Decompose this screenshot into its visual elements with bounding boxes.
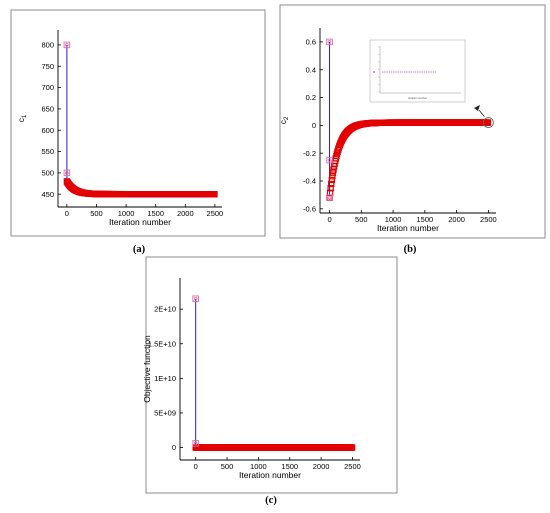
panel-caption: (b) [404, 244, 417, 255]
y-tick-label: 550 [41, 147, 54, 156]
spike-marker [63, 169, 71, 177]
x-axis-label: Iteration number [377, 223, 439, 233]
inset-zoom: Iteration number [369, 39, 466, 103]
x-tick-label: 500 [355, 215, 368, 224]
y-tick-label: -0.4 [303, 177, 316, 186]
y-tick-label: -0.2 [303, 149, 316, 158]
x-tick-label: 2500 [480, 215, 497, 224]
x-tick-label: 1500 [281, 462, 298, 471]
x-axis-label: Iteration number [239, 470, 301, 480]
spike-marker-inner [65, 43, 69, 47]
y-tick-label: 700 [41, 83, 54, 92]
inset-frame [369, 39, 466, 103]
spike-marker [326, 194, 333, 201]
y-tick-label: 0.6 [306, 38, 316, 47]
y-tick-label: 600 [41, 126, 54, 135]
data-point [329, 169, 337, 176]
inset-point [373, 71, 375, 73]
spike-marker-inner [65, 171, 69, 175]
spike-marker-inner [327, 195, 332, 200]
data-point [328, 176, 336, 184]
y-tick-label: 500 [41, 168, 54, 177]
y-axis-label: Objective function [142, 335, 152, 403]
panel-caption: (c) [265, 495, 277, 506]
x-tick-label: 2500 [344, 462, 361, 471]
zoom-circle [482, 117, 494, 129]
x-tick-label: 500 [221, 462, 234, 471]
x-tick-label: 2000 [448, 215, 465, 224]
y-tick-label: 0 [312, 121, 316, 130]
panel-frame [145, 256, 398, 494]
inset-x-label: Iteration number [408, 96, 427, 100]
panel-caption: (a) [133, 244, 146, 255]
data-point [348, 444, 356, 451]
y-tick-label: 750 [41, 62, 54, 71]
spike-marker [326, 156, 333, 164]
x-tick-label: 2000 [313, 462, 330, 471]
y-tick-label: 1E+10 [154, 374, 176, 383]
chart-panel-2: 0 500 1000 1500 2000 2500 -0.6 -0.4 -0.2 0 0.2 0.4 0… [278, 4, 546, 255]
spike-marker-inner [193, 441, 198, 446]
data-point [484, 119, 492, 126]
x-tick-label: 1500 [147, 209, 164, 218]
panel-frame [10, 9, 266, 237]
x-tick-label: 1000 [385, 215, 402, 224]
spike-marker-inner [327, 158, 332, 162]
y-tick-label: 450 [41, 190, 54, 199]
spike-marker-inner [327, 40, 332, 44]
x-tick-label: 1000 [250, 462, 267, 471]
y-tick-label: 2E+10 [154, 305, 176, 314]
y-tick-label: 650 [41, 105, 54, 114]
y-tick-label: 0.2 [306, 93, 316, 102]
data-point [329, 172, 336, 180]
y-tick-label: 5E+09 [154, 409, 176, 418]
spike-marker [326, 38, 333, 46]
zoom-arrow-line [478, 109, 485, 117]
chart-panel-3: 0 500 1000 1500 2000 2500 0 5E+09 1E+10 1.5E+10 2E… [142, 256, 398, 506]
x-tick-label: 1000 [118, 209, 135, 218]
spike-marker [192, 440, 199, 447]
spike-marker [192, 295, 199, 303]
x-tick-label: 1500 [416, 215, 433, 224]
x-tick-label: 0 [194, 462, 198, 471]
y-tick-label: 0.4 [306, 65, 316, 74]
y-tick-label: 800 [41, 41, 54, 50]
zoom-arrow-head [474, 105, 480, 111]
x-tick-label: 500 [90, 209, 103, 218]
x-tick-label: 0 [65, 209, 69, 218]
y-tick-label: -0.6 [303, 204, 316, 213]
x-tick-label: 0 [327, 215, 331, 224]
chart-panel-1: 0 500 1000 1500 2000 2500 450 500 550 600 650 700 75… [10, 9, 266, 255]
y-axis-label: c1 [16, 114, 28, 122]
spike-marker-inner [193, 297, 198, 301]
x-axis-label: Iteration number [109, 217, 171, 227]
y-tick-label: 1.5E+10 [148, 339, 176, 348]
series-markers [326, 119, 492, 201]
data-point [328, 180, 335, 188]
x-tick-label: 2500 [207, 209, 224, 218]
x-tick-label: 2000 [177, 209, 194, 218]
series-markers [63, 178, 218, 198]
data-point [326, 189, 334, 196]
spike-marker [63, 41, 71, 49]
series-markers [192, 444, 356, 451]
data-point [327, 185, 334, 192]
data-point [211, 191, 218, 198]
y-axis-label: c2 [278, 116, 290, 124]
y-tick-label: 0 [172, 443, 176, 452]
